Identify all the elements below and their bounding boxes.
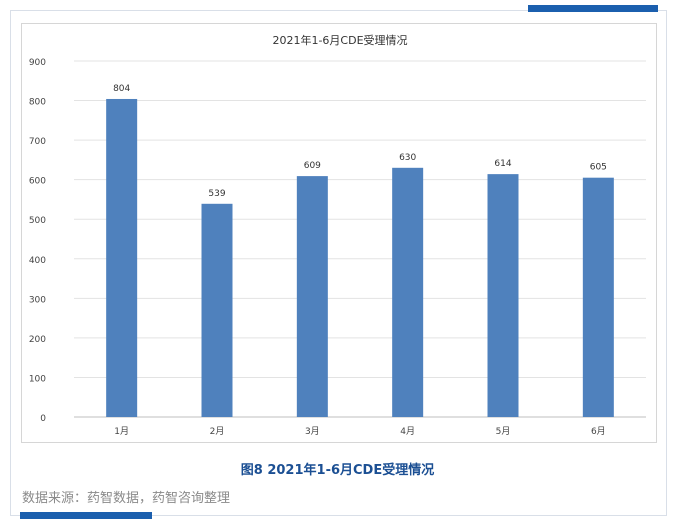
data-label: 539: [208, 189, 225, 199]
accent-bar-bottom: [20, 512, 152, 519]
y-tick-label: 500: [29, 216, 46, 226]
y-tick-label: 200: [29, 335, 46, 345]
bar-chart: 2021年1-6月CDE受理情况 0 100 200 300 400 500 600 700 8…: [29, 33, 646, 437]
accent-bar-top: [528, 5, 658, 12]
y-tick-label: 700: [29, 137, 46, 147]
figure-caption: 图8 2021年1-6月CDE受理情况: [240, 463, 435, 478]
data-label: 605: [590, 163, 607, 173]
bar: [487, 174, 519, 417]
y-tick-label: 0: [40, 414, 46, 424]
data-label: 614: [494, 159, 511, 169]
y-tick-label: 600: [29, 177, 46, 187]
y-axis-ticks: 0 100 200 300 400 500 600 700 800 900: [29, 58, 46, 424]
data-label: 609: [304, 161, 321, 171]
y-tick-label: 100: [29, 374, 46, 384]
bars: [106, 98, 614, 418]
gridlines: [74, 60, 646, 418]
x-tick-label: 4月: [400, 426, 415, 437]
bar: [392, 167, 424, 417]
y-tick-label: 800: [29, 98, 46, 108]
bar: [106, 98, 138, 418]
chart-title: 2021年1-6月CDE受理情况: [272, 33, 407, 47]
y-tick-label: 300: [29, 295, 46, 305]
y-tick-label: 400: [29, 256, 46, 266]
x-tick-label: 2月: [210, 426, 225, 437]
bar: [582, 177, 614, 417]
bar: [201, 203, 233, 417]
x-tick-label: 5月: [496, 426, 511, 437]
x-tick-label: 6月: [591, 426, 606, 437]
data-labels: 804 539 609 630 614 605: [113, 84, 607, 199]
source-note: 数据来源：药智数据，药智咨询整理: [22, 491, 231, 506]
data-label: 804: [113, 84, 130, 94]
x-tick-label: 1月: [114, 426, 129, 437]
x-tick-label: 3月: [305, 426, 320, 437]
article-frame: [10, 10, 667, 516]
bar: [296, 176, 328, 417]
data-label: 630: [399, 153, 416, 163]
chart-container: 2021年1-6月CDE受理情况 0 100 200 300 400 500 600 700 8…: [21, 23, 657, 443]
x-axis-ticks: 1月 2月 3月 4月 5月 6月: [114, 426, 605, 437]
y-tick-label: 900: [29, 58, 46, 68]
